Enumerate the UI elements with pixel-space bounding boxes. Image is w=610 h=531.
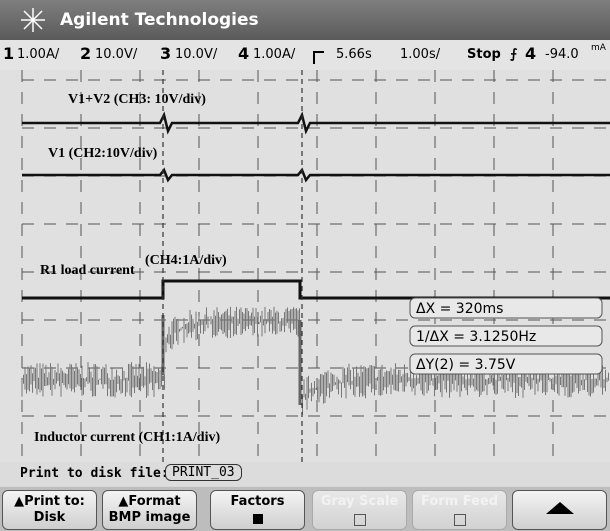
softkey[interactable]: ▲Print to:Disk [2,490,97,530]
annotation: Inductor current (CH1:1A/div) [34,430,220,445]
annotation: (CH4:1A/div) [145,253,227,268]
key-line: Form Feed [421,494,498,509]
channel-number: 4 [238,44,249,63]
title: Agilent Technologies [60,10,259,30]
key-line: Factors [231,494,285,509]
waveform-display: V1+V2 (CH3: 10V/div) V1 (CH2:10V/div) R1… [0,70,610,462]
softkey[interactable]: Gray Scale [312,490,407,530]
trigger-unit: mA [591,43,606,53]
time-scale: 1.00s/ [400,47,440,62]
run-state: Stop [467,47,501,62]
measurement: ΔX = 320ms [416,301,503,317]
file-bar: Print to disk file: PRINT_03 [0,462,610,486]
key-line: BMP image [109,510,191,525]
channel-number: 3 [160,44,171,63]
measurement: 1/ΔX = 3.1250Hz [416,329,536,345]
header: Agilent Technologies [0,0,610,40]
key-line: Print to: [24,494,85,509]
trigger-source: 4 [525,44,536,63]
key-line: Format [128,494,180,509]
annotation: R1 load current [40,263,135,278]
channel-number: 2 [80,44,91,63]
measurement: ΔY(2) = 3.75V [416,357,516,373]
file-name[interactable]: PRINT_03 [165,464,242,481]
trigger-level: -94.0 [545,47,579,62]
channel-number: 1 [3,44,14,63]
softkey[interactable]: Form Feed [412,490,507,530]
channel-scale: 1.00A/ [17,47,59,62]
trigger-icon [312,46,328,66]
trigger-slope: ⨍ [510,47,517,62]
channel-scale: 1.00A/ [253,47,295,62]
time-position: 5.66s [336,47,372,62]
key-line: Disk [34,510,66,525]
status-line: 1 1.00A/ 2 10.0V/ 3 10.0V/ 4 1.00A/ 5.66… [0,40,610,70]
file-label: Print to disk file: [20,466,169,481]
key-line: Gray Scale [321,494,399,509]
channel-scale: 10.0V/ [175,47,217,62]
annotation: V1+V2 (CH3: 10V/div) [68,92,206,107]
softkey[interactable] [512,490,607,530]
logo [8,0,58,40]
scope-screenshot: Agilent Technologies 1 1.00A/ 2 10.0V/ 3… [0,0,610,531]
softkey[interactable]: Factors [210,490,305,530]
annotation: V1 (CH2:10V/div) [48,146,158,161]
channel-scale: 10.0V/ [95,47,137,62]
